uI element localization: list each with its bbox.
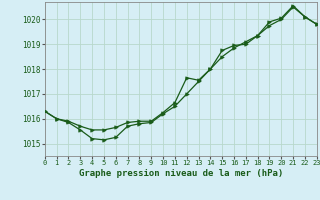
X-axis label: Graphe pression niveau de la mer (hPa): Graphe pression niveau de la mer (hPa) — [79, 169, 283, 178]
